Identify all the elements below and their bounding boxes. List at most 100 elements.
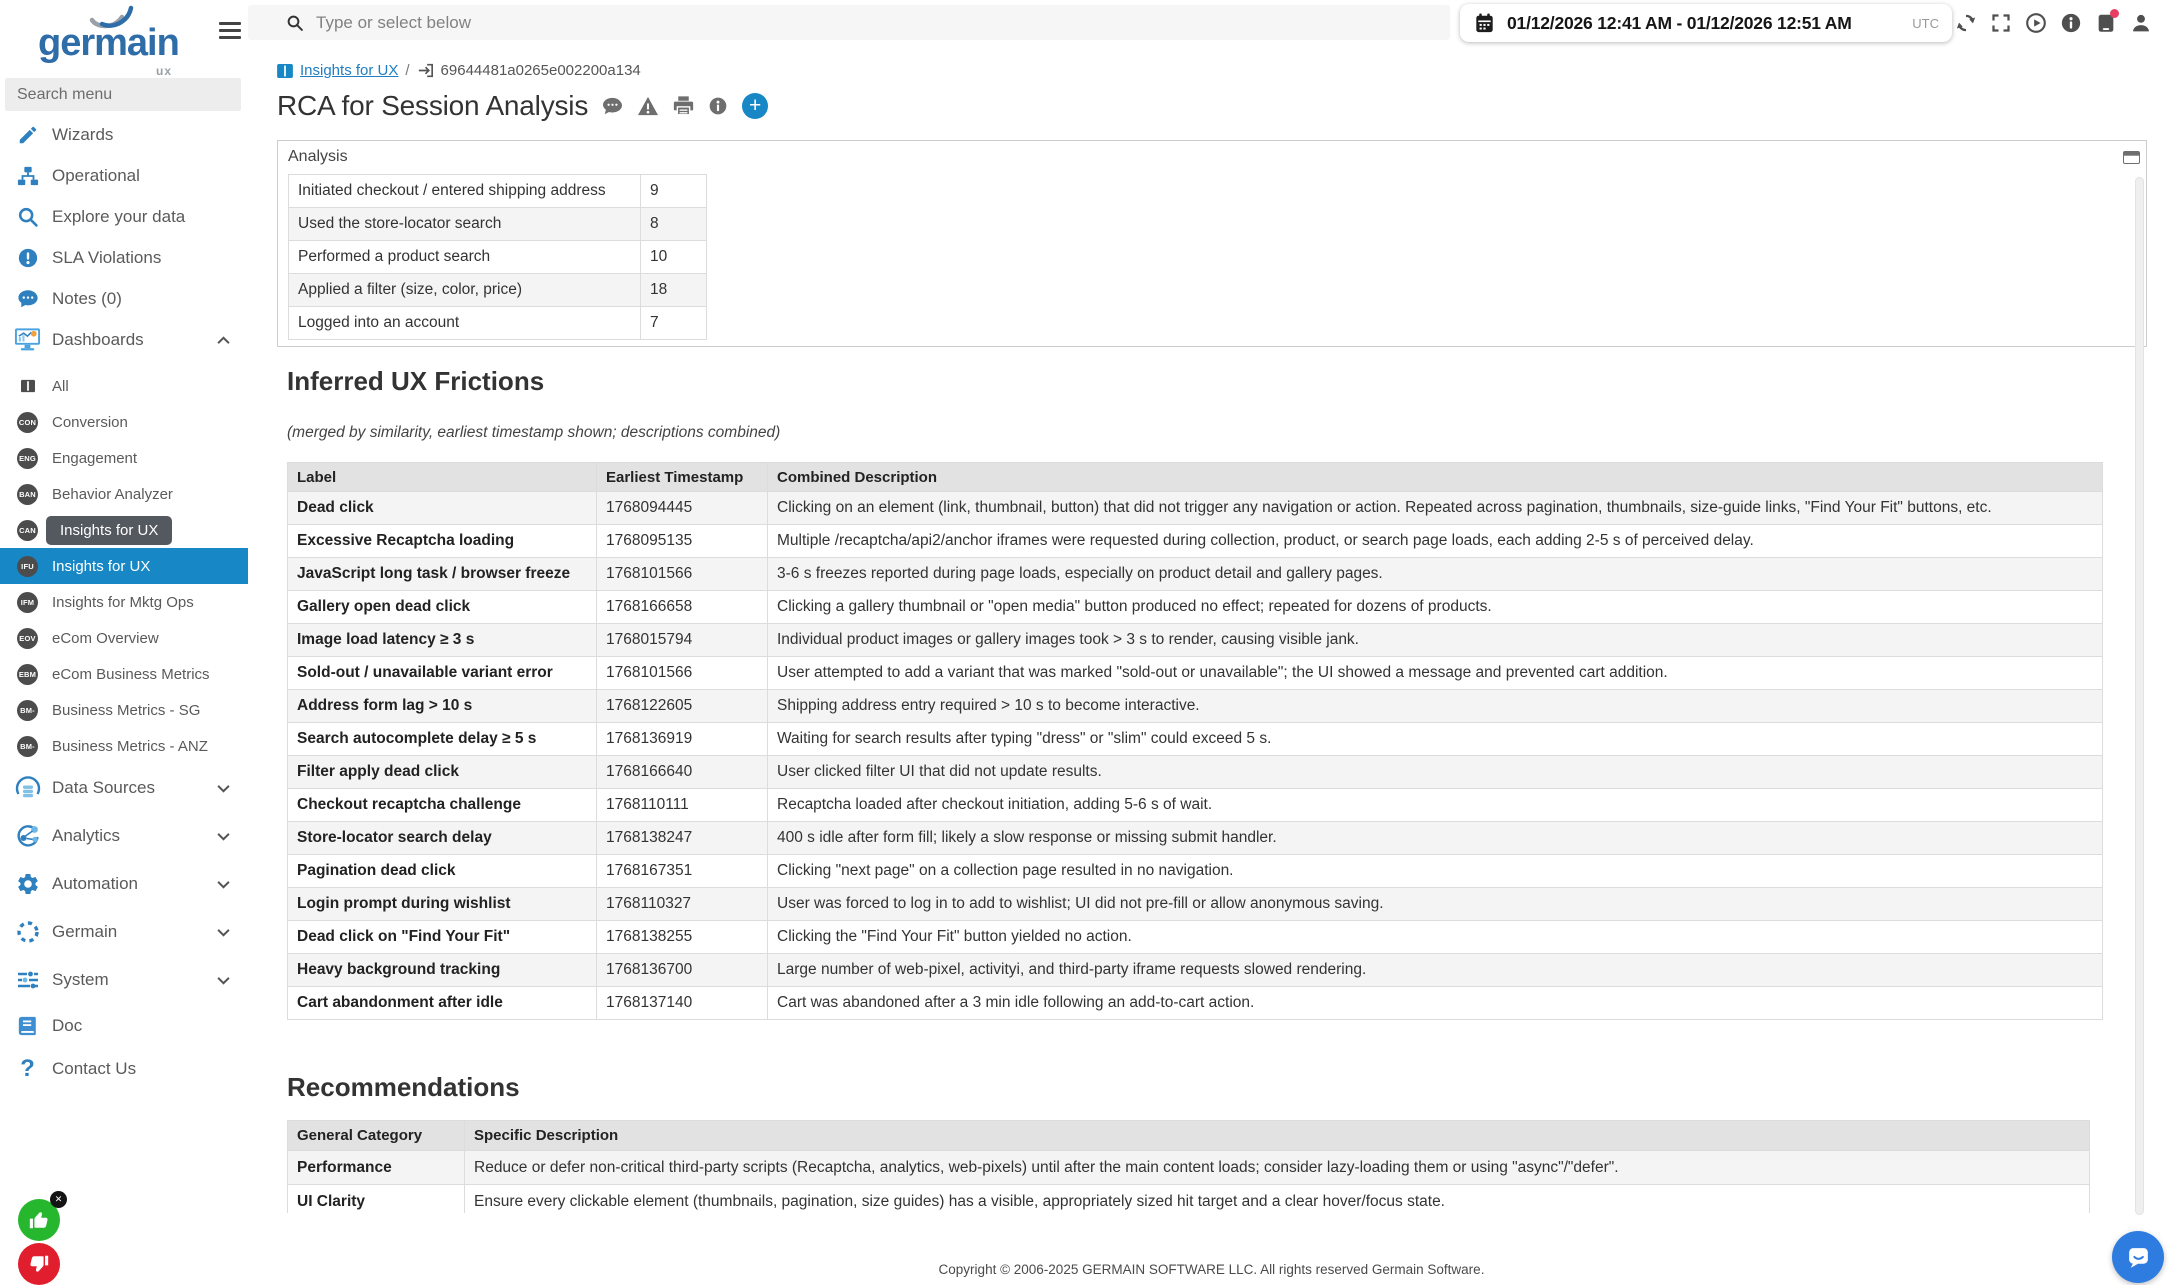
- analysis-row-value: 7: [640, 306, 707, 340]
- sidebar-dashboard-item[interactable]: CAN: [0, 512, 248, 548]
- hamburger-menu-icon[interactable]: [219, 22, 241, 43]
- dashboard-badge: EOV: [17, 627, 38, 649]
- friction-description: User attempted to add a variant that was…: [767, 656, 2103, 690]
- sidebar-item-analytics[interactable]: Analytics: [0, 812, 248, 860]
- sidebar-item-dashboards[interactable]: Dashboards: [0, 319, 248, 360]
- close-icon: ✕: [54, 1194, 63, 1204]
- sidebar-item-explore-your-data[interactable]: Explore your data: [0, 196, 248, 237]
- column-header-timestamp: Earliest Timestamp: [596, 462, 768, 492]
- sidebar-search-input[interactable]: [5, 78, 241, 111]
- recommendations-header-row: General Category Specific Description: [287, 1120, 2090, 1151]
- add-button[interactable]: +: [742, 93, 769, 119]
- comment-button[interactable]: [602, 97, 623, 116]
- sidebar-item-system[interactable]: System: [0, 956, 248, 1004]
- friction-description: User clicked filter UI that did not upda…: [767, 755, 2103, 789]
- dismiss-feedback-button[interactable]: ✕: [50, 1191, 67, 1208]
- analysis-row-value: 8: [640, 207, 707, 241]
- sidebar-item-label: Analytics: [52, 826, 121, 845]
- calendar-icon: [1475, 13, 1494, 33]
- sidebar-item-label: Insights for Mktg Ops: [52, 593, 194, 611]
- date-range-value: 01/12/2026 12:41 AM - 01/12/2026 12:51 A…: [1507, 12, 1852, 33]
- friction-description: Waiting for search results after typing …: [767, 722, 2103, 756]
- info-button[interactable]: [2060, 12, 2082, 34]
- analysis-row-label: Logged into an account: [288, 306, 641, 340]
- sidebar-item-automation[interactable]: Automation: [0, 860, 248, 908]
- friction-label: Store-locator search delay: [287, 821, 597, 855]
- details-button[interactable]: [708, 96, 728, 116]
- search-icon: [14, 203, 41, 230]
- print-button[interactable]: [673, 96, 694, 116]
- global-search-input[interactable]: [316, 12, 1450, 33]
- friction-timestamp: 1768166640: [596, 755, 768, 789]
- analysis-panel: Analysis Initiated checkout / entered sh…: [277, 140, 2147, 347]
- exclamation-circle-icon: [14, 244, 41, 271]
- friction-timestamp: 1768094445: [596, 491, 768, 525]
- sidebar-item-label: System: [52, 970, 109, 989]
- analysis-row: Performed a product search 10: [288, 240, 707, 274]
- sidebar-dashboard-item[interactable]: EBM eCom Business Metrics: [0, 656, 248, 692]
- panel-label: Analysis: [288, 148, 348, 165]
- sidebar-dashboard-item[interactable]: BM- Business Metrics - ANZ: [0, 728, 248, 764]
- footer-copyright: Copyright © 2006-2025 GERMAIN SOFTWARE L…: [248, 1262, 2175, 1277]
- window-panel-icon[interactable]: [2123, 151, 2140, 169]
- refresh-button[interactable]: [1955, 12, 1977, 34]
- alert-button[interactable]: [637, 96, 659, 116]
- friction-description: Clicking a gallery thumbnail or "open me…: [767, 590, 2103, 624]
- sidebar-item-sla-violations[interactable]: SLA Violations: [0, 237, 248, 278]
- notifications-button[interactable]: [2095, 9, 2119, 34]
- recommendation-description: Ensure every clickable element (thumbnai…: [464, 1184, 2090, 1213]
- user-menu-button[interactable]: [2130, 12, 2152, 34]
- germain-logo[interactable]: germain ux: [0, 4, 210, 78]
- global-search[interactable]: [248, 5, 1450, 40]
- sidebar-dashboard-item[interactable]: BM- Business Metrics - SG: [0, 692, 248, 728]
- thumbs-down-button[interactable]: [18, 1243, 60, 1285]
- printer-icon: [674, 96, 694, 116]
- sidebar-item-operational[interactable]: Operational: [0, 155, 248, 196]
- dashboards-monitor-icon: [14, 326, 41, 353]
- sidebar-dashboard-item[interactable]: IFM Insights for Mktg Ops: [0, 584, 248, 620]
- sidebar-item-notes[interactable]: Notes (0): [0, 278, 248, 319]
- recommendation-row: Performance Reduce or defer non-critical…: [287, 1150, 2090, 1185]
- friction-row: Excessive Recaptcha loading 1768095135 M…: [287, 524, 2103, 558]
- friction-description: Large number of web-pixel, activityi, an…: [767, 953, 2103, 987]
- breadcrumb: Insights for UX / 69644481a0265e002200a1…: [277, 62, 641, 79]
- sidebar-item-label: Operational: [52, 165, 140, 185]
- column-header-specific: Specific Description: [464, 1120, 2090, 1151]
- sidebar-item-contact-us[interactable]: ? Contact Us: [0, 1047, 248, 1090]
- chat-launcher-button[interactable]: [2112, 1231, 2164, 1283]
- sidebar-item-data-sources[interactable]: Data Sources: [0, 764, 248, 812]
- date-range-picker[interactable]: 01/12/2026 12:41 AM - 01/12/2026 12:51 A…: [1460, 4, 1952, 42]
- search-icon: [287, 15, 303, 31]
- friction-row: Filter apply dead click 1768166640 User …: [287, 755, 2103, 789]
- sidebar-dashboard-item[interactable]: EOV eCom Overview: [0, 620, 248, 656]
- friction-label: Excessive Recaptcha loading: [287, 524, 597, 558]
- vertical-scrollbar[interactable]: [2135, 177, 2144, 1215]
- recommendation-category: UI Clarity: [287, 1184, 465, 1213]
- friction-label: Dead click on "Find Your Fit": [287, 920, 597, 954]
- sidebar-item-label: Wizards: [52, 124, 114, 144]
- friction-timestamp: 1768101566: [596, 656, 768, 690]
- column-header-description: Combined Description: [767, 462, 2103, 492]
- frictions-heading: Inferred UX Frictions: [287, 366, 545, 396]
- sidebar-dashboard-item[interactable]: IFU Insights for UX: [0, 548, 248, 584]
- analysis-row-label: Used the store-locator search: [288, 207, 641, 241]
- dashboard-list: CON Conversion ENG Engagement BAN Behavi…: [0, 404, 248, 764]
- fullscreen-button[interactable]: [1990, 12, 2012, 34]
- friction-row: Image load latency ≥ 3 s 1768015794 Indi…: [287, 623, 2103, 657]
- friction-label: Checkout recaptcha challenge: [287, 788, 597, 822]
- sidebar-item-germain[interactable]: Germain: [0, 908, 248, 956]
- sidebar-dashboard-item[interactable]: BAN Behavior Analyzer: [0, 476, 248, 512]
- sidebar-item-label: Germain: [52, 922, 118, 941]
- dashboard-badge: BAN: [17, 483, 38, 505]
- play-button[interactable]: [2025, 12, 2047, 34]
- sidebar-item-wizards[interactable]: Wizards: [0, 114, 248, 155]
- breadcrumb-link-insights-for-ux[interactable]: Insights for UX: [300, 62, 399, 79]
- logo-text: germain: [38, 22, 180, 64]
- sidebar-item-all-dashboards[interactable]: All: [0, 368, 248, 404]
- sidebar-dashboard-item[interactable]: ENG Engagement: [0, 440, 248, 476]
- sidebar-dashboard-item[interactable]: CON Conversion: [0, 404, 248, 440]
- frictions-table: Label Earliest Timestamp Combined Descri…: [287, 462, 2103, 1020]
- sidebar-item-label: Notes (0): [52, 288, 122, 308]
- sidebar-nav-bottom: Doc ? Contact Us: [0, 1004, 248, 1090]
- sidebar-item-doc[interactable]: Doc: [0, 1004, 248, 1047]
